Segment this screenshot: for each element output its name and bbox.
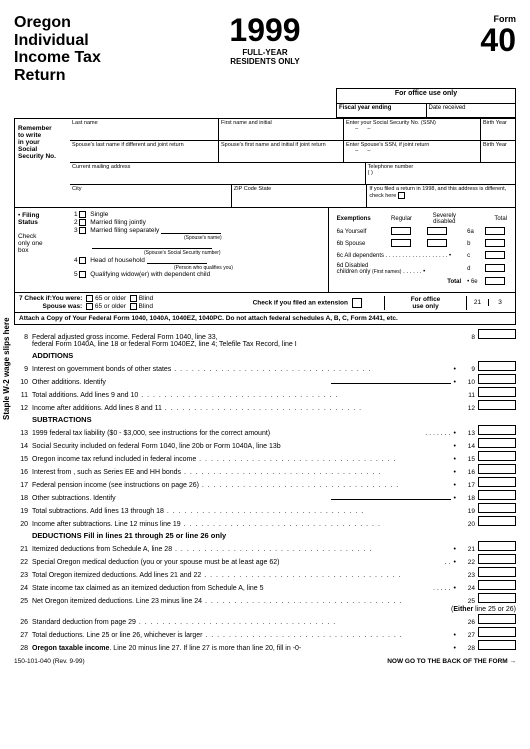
ex-6c-tot[interactable]: [485, 251, 505, 259]
qw-checkbox[interactable]: [79, 271, 86, 278]
you-65-checkbox[interactable]: [86, 295, 93, 302]
filing-status-label: Filing Status: [18, 212, 39, 226]
line9-amount[interactable]: [478, 361, 516, 371]
extension-checkbox[interactable]: [352, 298, 362, 308]
form-header: Oregon Individual Income Tax Return 1999…: [14, 14, 516, 84]
office-band: For office use only Fiscal year ending D…: [14, 88, 516, 118]
line12-amount[interactable]: [478, 400, 516, 410]
mailing-address-field[interactable]: Current mailing address: [70, 163, 366, 184]
fiscal-year-label: Fiscal year ending: [337, 104, 427, 118]
either-note: (Either line 25 or 26): [451, 606, 516, 613]
line15-amount[interactable]: [478, 451, 516, 461]
check-one-note: Check only one box: [18, 233, 43, 254]
phone-field[interactable]: Telephone number( ): [366, 163, 515, 184]
ex-6b-dis[interactable]: [427, 239, 447, 247]
goto-back-note: NOW GO TO THE BACK OF THE FORM →: [387, 658, 516, 665]
date-received-label: Date received: [427, 104, 516, 118]
staple-note: Staple W-2 wage slips here: [2, 317, 11, 420]
line20-amount[interactable]: [478, 516, 516, 526]
ssn-field[interactable]: Enter your Social Security No. (SSN) – –: [344, 119, 481, 140]
spouse-last-name-field[interactable]: Spouse's last name if different and join…: [70, 141, 219, 162]
additions-head: ADDITIONS: [32, 351, 516, 360]
subtractions-head: SUBTRACTIONS: [32, 415, 516, 424]
line28-amount[interactable]: [478, 640, 516, 650]
single-checkbox[interactable]: [79, 211, 86, 218]
spouse-birth-year-field[interactable]: Birth Year: [481, 141, 515, 162]
line24-amount[interactable]: [478, 580, 516, 590]
spouse-first-name-field[interactable]: Spouse's first name and initial if joint…: [219, 141, 344, 162]
line26-amount[interactable]: [478, 614, 516, 624]
line14-amount[interactable]: [478, 438, 516, 448]
line22-amount[interactable]: [478, 554, 516, 564]
spouse-ssn-field[interactable]: Enter Spouse's SSN, if joint return – –: [344, 141, 481, 162]
first-name-field[interactable]: First name and initial: [219, 119, 344, 140]
birth-year-field[interactable]: Birth Year: [481, 119, 515, 140]
ex-6b-tot[interactable]: [485, 239, 505, 247]
ex-6b-reg[interactable]: [391, 239, 411, 247]
line8-amount[interactable]: [478, 329, 516, 339]
last-name-field[interactable]: Last name: [70, 119, 219, 140]
line18-amount[interactable]: [478, 490, 516, 500]
form-lines: 8Federal adjusted gross income. Federal …: [14, 329, 516, 652]
line25-amount[interactable]: [478, 593, 516, 603]
line19-amount[interactable]: [478, 503, 516, 513]
prior-return-note: If you filed a return in 1998, and this …: [367, 185, 515, 207]
deductions-head: DEDUCTIONS Fill in lines 21 through 25 o…: [32, 531, 516, 540]
form-title: Oregon Individual Income Tax Return: [14, 14, 181, 84]
line27-amount[interactable]: [478, 627, 516, 637]
form-number: 40: [349, 24, 516, 56]
ex-6a-dis[interactable]: [427, 227, 447, 235]
tax-year: 1999: [181, 14, 348, 46]
residents-only: FULL-YEAR RESIDENTS ONLY: [181, 48, 348, 66]
line21-amount[interactable]: [478, 541, 516, 551]
ex-6a-tot[interactable]: [485, 227, 505, 235]
ex-6d-tot[interactable]: [485, 264, 505, 272]
box-3: 3: [489, 299, 511, 306]
mfj-checkbox[interactable]: [79, 219, 86, 226]
prior-return-checkbox[interactable]: [398, 192, 405, 199]
exemptions-block: Exemptions Regular Severely disabled Tot…: [328, 208, 515, 292]
remember-note: Remember to write in your Social Securit…: [15, 119, 70, 207]
you-blind-checkbox[interactable]: [130, 295, 137, 302]
ex-6e-tot[interactable]: [485, 277, 505, 285]
mfs-checkbox[interactable]: [79, 227, 86, 234]
taxpayer-id-block: Remember to write in your Social Securit…: [14, 118, 516, 208]
filing-exemptions-block: • Filing Status Check only one box 1 Sin…: [14, 208, 516, 293]
form-footer: 150-101-040 (Rev. 9-99) NOW GO TO THE BA…: [14, 658, 516, 665]
line23-amount[interactable]: [478, 567, 516, 577]
city-field[interactable]: City: [70, 185, 232, 207]
office-use-small: For office use only: [384, 296, 467, 310]
line13-amount[interactable]: [478, 425, 516, 435]
spouse-blind-checkbox[interactable]: [130, 303, 137, 310]
revision-note: 150-101-040 (Rev. 9-99): [14, 658, 85, 665]
line7-row: 7 Check if:You were: 65 or older Blind S…: [14, 293, 516, 312]
ex-6a-reg[interactable]: [391, 227, 411, 235]
filing-status-options: 1 Single 2 Married filing jointly 3 Marr…: [70, 208, 328, 292]
zip-state-field[interactable]: ZIP Code State: [232, 185, 368, 207]
hoh-checkbox[interactable]: [79, 257, 86, 264]
spouse-65-checkbox[interactable]: [86, 303, 93, 310]
line16-amount[interactable]: [478, 464, 516, 474]
office-use-label: For office use only: [337, 89, 515, 104]
line17-amount[interactable]: [478, 477, 516, 487]
attach-instruction: Attach a Copy of Your Federal Form 1040,…: [14, 313, 516, 325]
line10-amount[interactable]: [478, 374, 516, 384]
box-21: 21: [467, 299, 489, 306]
line11-amount[interactable]: [478, 387, 516, 397]
